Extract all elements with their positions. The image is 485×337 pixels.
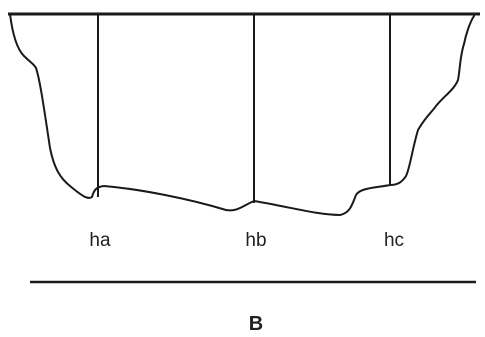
channel-bed-profile (9, 13, 475, 216)
label-hb: hb (245, 230, 266, 251)
label-ha: ha (89, 230, 111, 251)
label-width: B (249, 313, 263, 335)
label-hc: hc (384, 230, 404, 251)
